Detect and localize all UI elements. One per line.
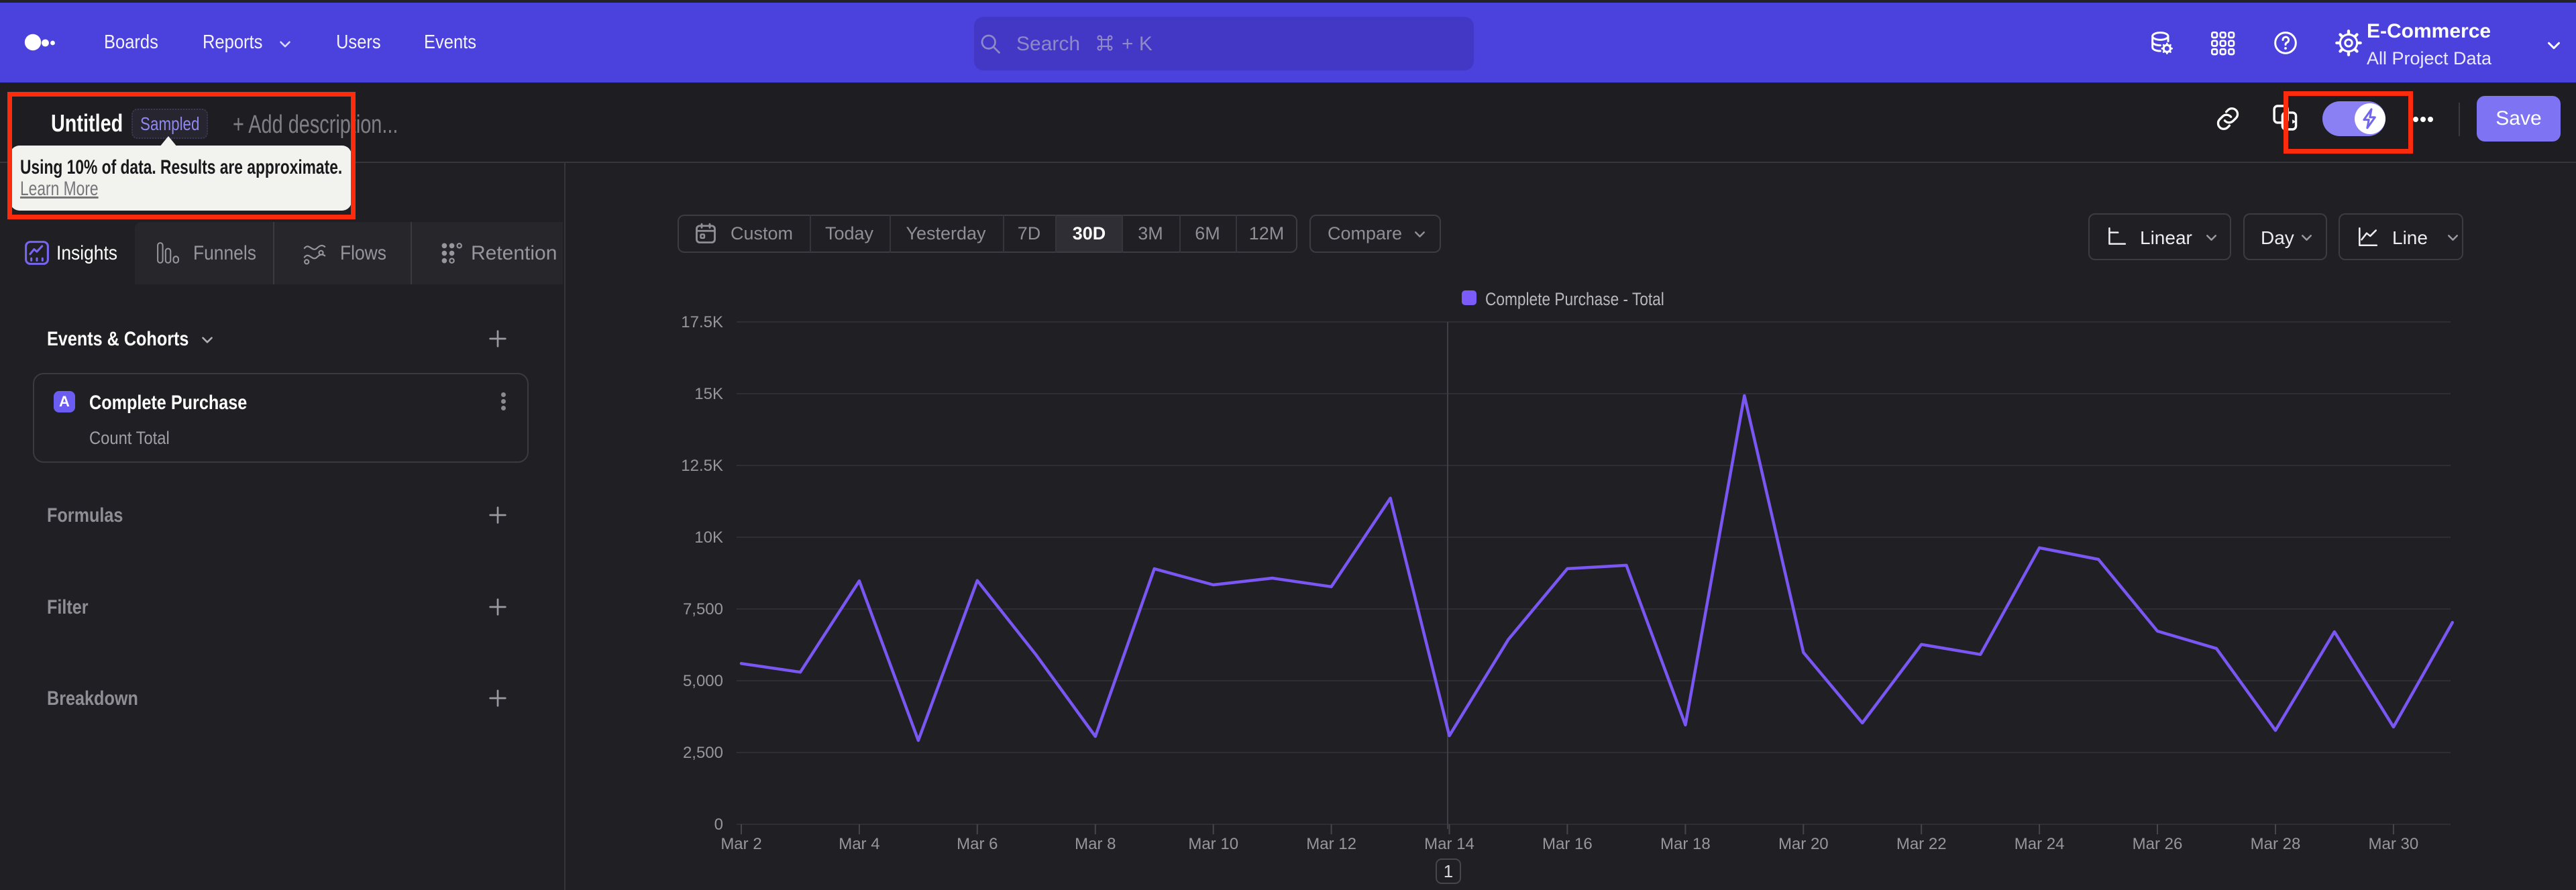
svg-text:Mar 16: Mar 16: [1542, 835, 1593, 853]
svg-text:Mar 20: Mar 20: [1778, 835, 1829, 853]
svg-text:Mar 28: Mar 28: [2251, 835, 2301, 853]
svg-text:15K: 15K: [694, 385, 723, 403]
svg-text:Mar 22: Mar 22: [1896, 835, 1947, 853]
svg-text:10K: 10K: [694, 529, 723, 547]
svg-text:Mar 14: Mar 14: [1424, 835, 1474, 853]
svg-text:Mar 12: Mar 12: [1306, 835, 1356, 853]
svg-text:Mar 10: Mar 10: [1188, 835, 1238, 853]
svg-text:5,000: 5,000: [683, 672, 723, 690]
svg-text:Mar 4: Mar 4: [839, 835, 879, 853]
svg-text:12.5K: 12.5K: [681, 457, 723, 475]
svg-text:0: 0: [714, 816, 723, 834]
svg-text:Mar 18: Mar 18: [1660, 835, 1711, 853]
svg-text:17.5K: 17.5K: [681, 313, 723, 331]
svg-text:Mar 24: Mar 24: [2015, 835, 2065, 853]
svg-text:7,500: 7,500: [683, 600, 723, 618]
svg-text:Mar 6: Mar 6: [957, 835, 998, 853]
svg-text:Mar 2: Mar 2: [720, 835, 761, 853]
svg-text:2,500: 2,500: [683, 744, 723, 762]
svg-text:Mar 8: Mar 8: [1075, 835, 1116, 853]
svg-text:Mar 30: Mar 30: [2369, 835, 2419, 853]
svg-text:Mar 26: Mar 26: [2133, 835, 2183, 853]
